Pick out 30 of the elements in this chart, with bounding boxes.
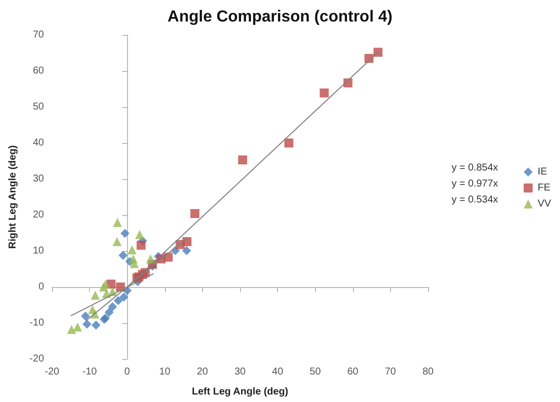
y-axis-title: Right Leg Angle (deg) — [8, 145, 18, 249]
x-tick-label: -10 — [82, 366, 98, 378]
x-tick-label: -20 — [44, 366, 60, 378]
y-tick-label: -20 — [30, 354, 44, 364]
x-axis-title: Left Leg Angle (deg) — [192, 386, 288, 398]
x-tick-label: 30 — [234, 366, 246, 378]
text: y = 0.977x — [452, 178, 498, 190]
y-tick-label: 10 — [32, 246, 44, 256]
chart-title: Angle Comparison (control 4) — [168, 8, 392, 26]
y-tick-label: 40 — [32, 138, 44, 148]
x-tick-label: 70 — [384, 366, 396, 378]
x-tick-label: 10 — [159, 366, 171, 378]
legend-label: IE — [538, 166, 548, 178]
y-tick-label: 60 — [32, 66, 44, 76]
y-tick-label: -10 — [30, 318, 44, 328]
text: y = 0.534x — [452, 194, 498, 206]
x-tick-label: 40 — [272, 366, 284, 378]
y-tick-label: 70 — [32, 30, 44, 40]
legend-label: VV — [538, 198, 552, 210]
x-tick-label: 80 — [422, 366, 434, 378]
x-tick-label: 50 — [310, 366, 322, 378]
y-tick-label: 0 — [38, 282, 44, 292]
y-tick-label: 30 — [32, 174, 44, 184]
legend-label: FE — [538, 182, 551, 194]
x-tick-label: 20 — [196, 366, 208, 378]
x-tick-label: 60 — [347, 366, 359, 378]
y-tick-label: 20 — [32, 210, 44, 220]
x-tick-label: 0 — [124, 366, 130, 378]
y-tick-label: 50 — [32, 102, 44, 112]
text: y = 0.854x — [452, 162, 498, 174]
